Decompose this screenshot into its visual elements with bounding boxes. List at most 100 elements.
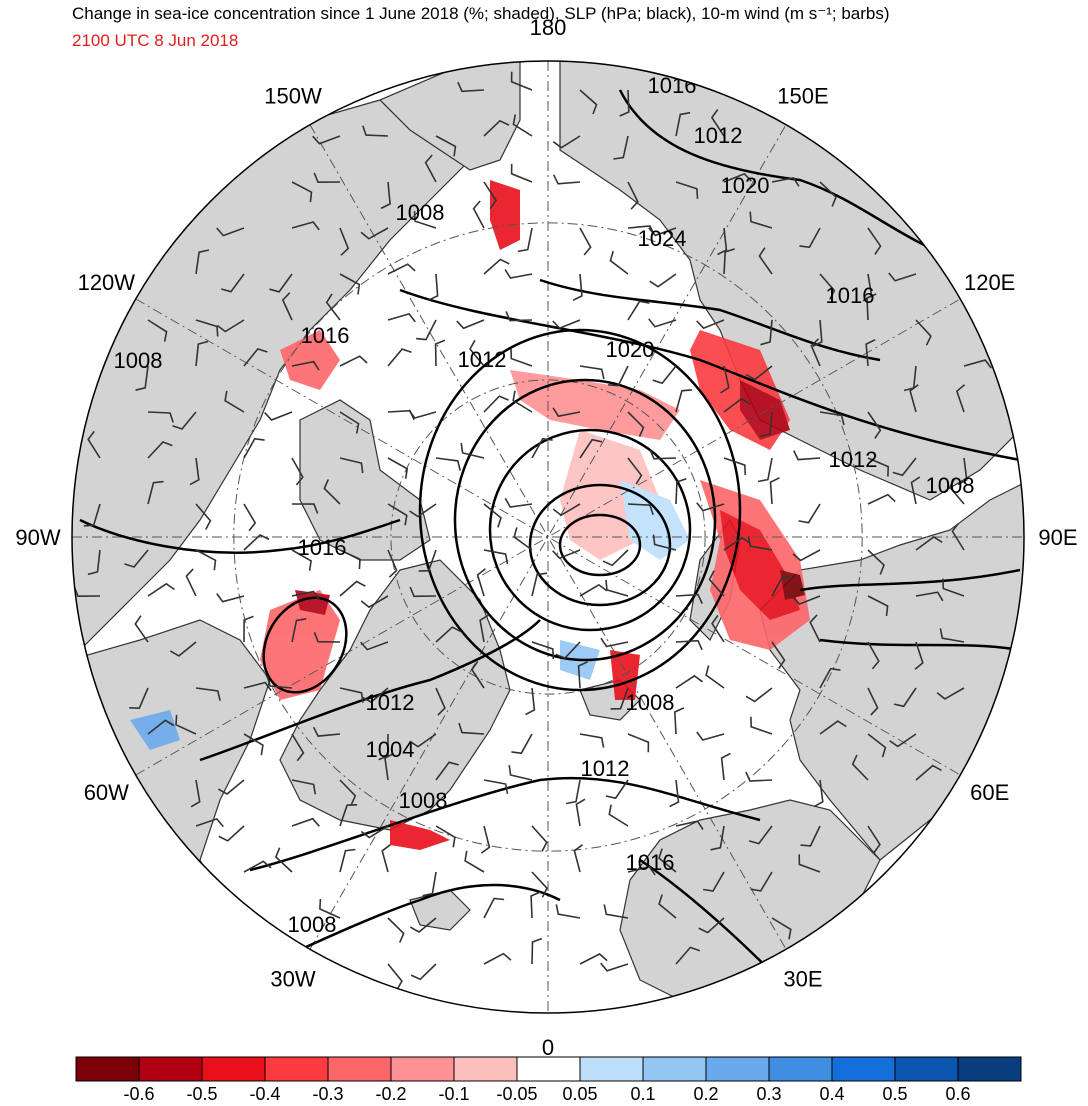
wind-barb xyxy=(579,227,592,256)
wind-barb xyxy=(627,181,639,210)
longitude-labels: 180 150E 120E 90E 60E 30E 0 30W 60W 90W 120W 150W xyxy=(15,15,1077,1060)
wind-barb xyxy=(675,639,703,651)
wind-barb xyxy=(175,714,197,735)
wind-barb xyxy=(602,549,629,567)
wind-barb xyxy=(723,397,751,413)
wind-barb xyxy=(600,637,629,648)
wind-barb xyxy=(720,365,730,394)
wind-barb xyxy=(771,917,792,940)
wind-barb xyxy=(792,549,821,562)
wind-barb xyxy=(339,549,361,570)
wind-barb xyxy=(339,273,361,295)
wind-barb xyxy=(269,273,293,293)
wind-barb xyxy=(793,450,821,461)
wind-barb xyxy=(409,917,437,933)
wind-barb xyxy=(216,319,245,333)
ice-loss-beaufort xyxy=(280,330,340,390)
wind-barb xyxy=(470,661,485,689)
wind-barb xyxy=(675,820,704,830)
colorbar-swatch xyxy=(516,1056,581,1082)
wind-barb xyxy=(339,355,368,367)
colorbar-tick-label: -0.4 xyxy=(249,1084,280,1104)
longitude-label: 60W xyxy=(84,780,129,805)
latitude-circle xyxy=(233,222,863,852)
slp-label: 1012 xyxy=(458,347,507,372)
slp-contour xyxy=(418,328,742,692)
wind-barb xyxy=(867,457,890,477)
wind-barb xyxy=(483,952,512,965)
wind-barb xyxy=(750,871,773,892)
slp-contour xyxy=(79,518,401,554)
colorbar-tick-label: -0.6 xyxy=(123,1084,154,1104)
wind-barb xyxy=(577,661,589,689)
wind-barb xyxy=(572,273,583,302)
wind-barb xyxy=(185,568,197,597)
wind-barb xyxy=(313,172,341,184)
wind-barb xyxy=(579,438,603,459)
colorbar-swatch xyxy=(957,1056,1022,1082)
wind-barb xyxy=(422,871,437,897)
wind-barb xyxy=(747,536,773,551)
wind-barb xyxy=(83,503,101,527)
ice-loss-baffin-core xyxy=(295,590,330,615)
wind-barb xyxy=(696,319,725,330)
colorbar-swatch xyxy=(264,1056,329,1082)
wind-barb xyxy=(552,549,581,560)
wind-barb xyxy=(195,503,212,530)
wind-barb xyxy=(510,163,533,183)
wind-barb xyxy=(652,365,677,385)
wind-barb xyxy=(291,221,320,231)
wind-barb xyxy=(710,109,725,137)
wind-barb xyxy=(508,764,533,781)
wind-barb xyxy=(504,269,533,279)
wind-barb xyxy=(360,227,389,240)
wind-barb xyxy=(942,578,965,597)
wind-barb xyxy=(566,779,581,805)
wind-barb xyxy=(416,319,437,341)
wind-barb xyxy=(291,733,305,762)
wind-barb xyxy=(387,263,416,275)
slp-label: 1004 xyxy=(366,737,415,762)
wind-barb xyxy=(531,437,553,459)
wind-barb xyxy=(339,457,364,474)
ice-gain-labrador xyxy=(130,710,180,750)
wind-barb xyxy=(435,761,459,781)
wind-barb xyxy=(613,135,629,160)
wind-barb xyxy=(458,722,485,735)
slp-label: 1020 xyxy=(721,173,770,198)
colorbar xyxy=(75,1056,1022,1082)
wind-barb xyxy=(800,825,821,847)
wind-barb xyxy=(216,227,245,237)
map-border xyxy=(71,60,1025,1014)
ice-loss-barents xyxy=(610,650,640,700)
wind-barb xyxy=(479,614,490,643)
map-disk: 1016 1012 1020 1008 1024 1016 1008 1016 1012 1020… xyxy=(72,61,1024,1013)
colorbar-swatch xyxy=(138,1056,203,1082)
slp-label: 1016 xyxy=(298,535,347,560)
wind-barb xyxy=(195,319,219,337)
wind-barb xyxy=(510,71,533,91)
wind-barb xyxy=(147,480,164,505)
wind-barb xyxy=(914,641,924,670)
wind-barb xyxy=(435,457,461,471)
wind-barb xyxy=(745,771,773,782)
wind-barb xyxy=(413,211,437,229)
colorbar-tick-label: 0.6 xyxy=(945,1084,970,1104)
wind-barb xyxy=(627,865,656,876)
longitude-label: 120W xyxy=(78,270,136,295)
wind-barb xyxy=(469,339,485,367)
wind-barb xyxy=(698,917,725,934)
wind-barb xyxy=(325,293,341,321)
ice-loss-baffin-bay xyxy=(260,590,340,700)
wind-barb xyxy=(483,258,510,275)
wind-barb xyxy=(552,503,581,517)
wind-barb xyxy=(819,720,847,735)
wind-barb xyxy=(867,493,896,505)
wind-barb xyxy=(435,135,457,157)
wind-barb xyxy=(274,847,293,873)
wind-barb xyxy=(189,457,200,486)
wind-barb xyxy=(555,904,581,919)
wind-barb xyxy=(409,733,437,748)
wind-barb xyxy=(135,365,149,391)
wind-barb xyxy=(195,687,221,701)
